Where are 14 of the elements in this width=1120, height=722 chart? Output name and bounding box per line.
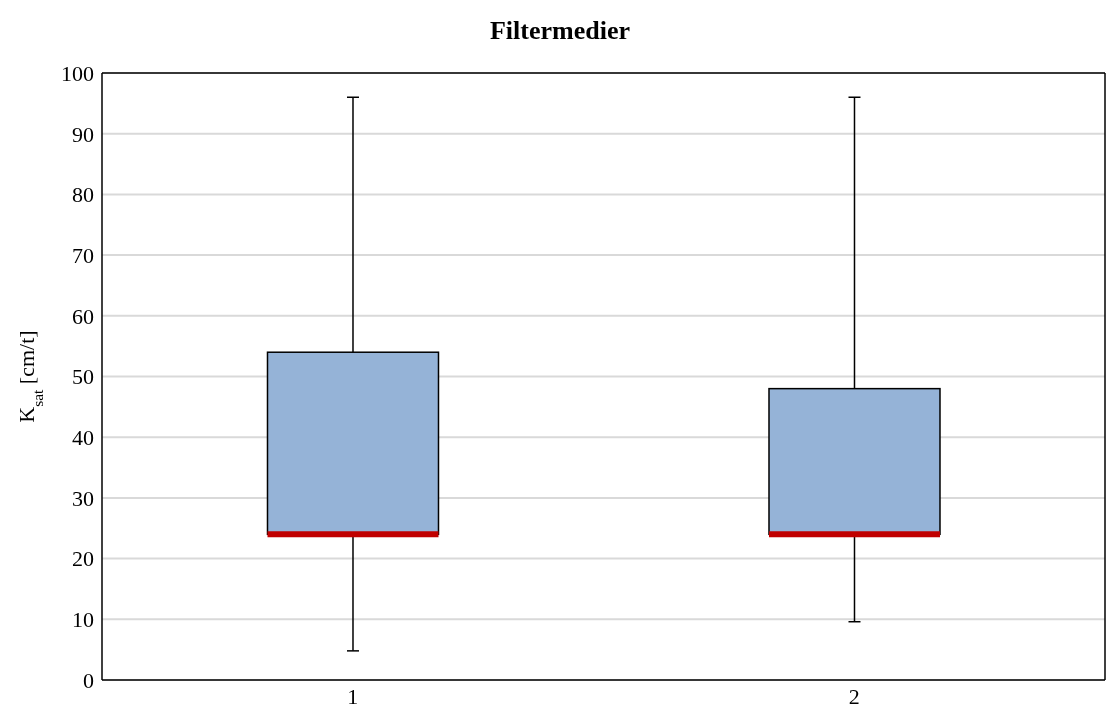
y-tick-label: 80 xyxy=(72,182,94,208)
x-tick-label: 2 xyxy=(848,683,860,709)
y-tick-label: 10 xyxy=(72,607,94,633)
y-tick-label: 20 xyxy=(72,546,94,572)
y-tick-label: 30 xyxy=(72,485,94,511)
y-tick-label: 60 xyxy=(72,303,94,329)
y-tick-label: 40 xyxy=(72,425,94,451)
chart-title: Filtermedier xyxy=(489,16,631,46)
y-tick-label: 50 xyxy=(72,364,94,390)
y-tick-label: 100 xyxy=(61,60,94,86)
y-tick-label: 70 xyxy=(72,242,94,268)
y-tick-label: 0 xyxy=(83,667,94,693)
y-tick-label: 90 xyxy=(72,121,94,147)
x-tick-label: 1 xyxy=(347,683,359,709)
